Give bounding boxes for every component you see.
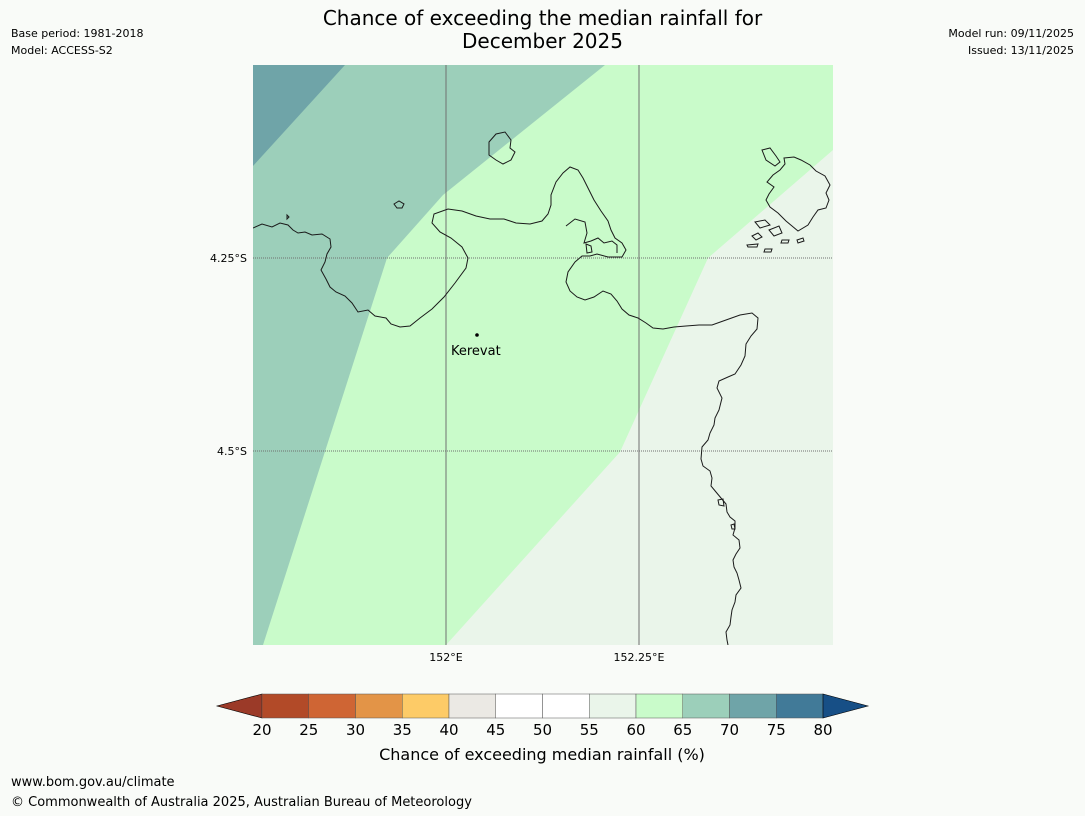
colorbar-band [542,693,590,719]
title-line-2: December 2025 [462,29,623,53]
model-text: Model: ACCESS-S2 [11,44,113,57]
colorbar-band [589,693,637,719]
colorbar-band [495,693,543,719]
islet-east-6 [780,239,790,244]
lon-label-152E: 152°E [429,651,462,664]
place-dot [475,333,479,337]
colorbar-overflow-arrow [822,693,870,719]
colorbar-tick-label: 70 [720,721,739,739]
colorbar-tick-label: 60 [626,721,645,739]
issued-text: Issued: 13/11/2025 [967,44,1074,57]
colorbar-tick-label: 45 [486,721,505,739]
colorbar-tick-label: 80 [813,721,832,739]
lon-label-152-25E: 152.25°E [614,651,665,664]
footer-copyright: © Commonwealth of Australia 2025, Austra… [11,795,472,810]
colorbar-bands [215,693,870,719]
coastline-main [253,166,759,645]
colorbar-label: Chance of exceeding median rainfall (%) [379,745,705,764]
coastline [253,131,831,645]
colorbar-band [635,693,683,719]
colorbar-tick-label: 50 [533,721,552,739]
colorbar-tick-label: 40 [439,721,458,739]
colorbar-ticks: 20 25 30 35 40 45 50 55 60 65 70 75 80 [252,721,832,739]
islet-east-1 [754,219,771,229]
colorbar-underflow-arrow [215,693,263,719]
island-east [761,147,781,167]
colorbar-tick-label: 65 [673,721,692,739]
graticule [253,65,833,645]
colorbar-band [355,693,403,719]
islet-inner [585,243,593,254]
island-north [488,131,516,165]
colorbar-tick-label: 35 [393,721,412,739]
model-run-text: Model run: 09/11/2025 [948,27,1074,40]
map-axis-labels: 4.25°S 4.5°S 152°E 152.25°E [210,252,664,664]
region-55-60 [446,150,833,645]
lat-label-4-5S: 4.5°S [217,445,247,458]
header-metadata-left: Base period: 1981-2018 Model: ACCESS-S2 [11,25,143,59]
kerevat-marker: Kerevat [451,333,501,359]
islet-tiny [286,213,290,221]
base-period-text: Base period: 1981-2018 [11,27,144,40]
islet-small [393,200,405,209]
colorbar-tick-label: 55 [580,721,599,739]
page-title: Chance of exceeding the median rainfall … [240,7,845,53]
place-label-kerevat: Kerevat [451,344,501,359]
islet-east-8 [717,498,725,507]
colorbar-tick-label: 25 [299,721,318,739]
colorbar-band [261,693,309,719]
colorbar-tick-label: 75 [767,721,786,739]
colorbar-band [776,693,824,719]
colorbar-band [729,693,777,719]
region-70-75 [253,65,345,166]
coastline-east [765,156,831,232]
colorbar-band [308,693,356,719]
islet-east-3 [751,232,763,241]
colorbar-tick-label: 20 [252,721,271,739]
title-line-1: Chance of exceeding the median rainfall … [322,6,763,30]
colorbar-band [448,693,496,719]
footer-url: www.bom.gov.au/climate [11,775,175,790]
islet-east-5 [763,248,773,253]
colorbar-tick-label: 30 [346,721,365,739]
colorbar-band [682,693,730,719]
lat-label-4-25S: 4.25°S [210,252,247,265]
islet-east-7 [796,237,805,244]
colorbar-band [402,693,450,719]
islet-east-9 [730,523,736,530]
map-area: Kerevat [253,65,833,645]
coastline-inner [565,218,618,253]
islet-east-2 [768,225,783,237]
header-metadata-right: Model run: 09/11/2025 Issued: 13/11/2025 [948,25,1074,59]
islet-east-4 [746,243,759,248]
